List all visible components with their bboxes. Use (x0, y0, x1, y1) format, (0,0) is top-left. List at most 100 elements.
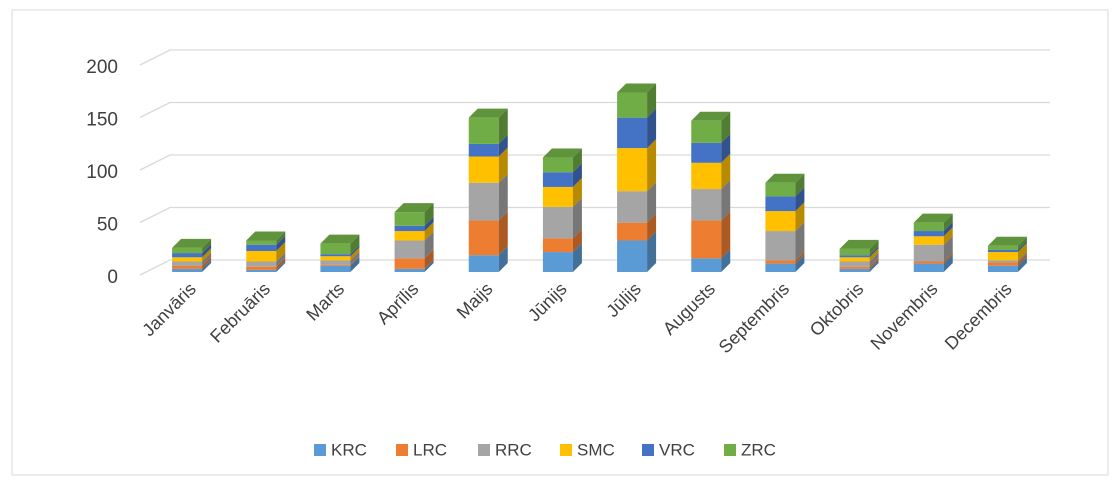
bar-top (691, 111, 731, 121)
bar-side (869, 239, 879, 256)
bar-side (721, 133, 731, 163)
bar-front (468, 182, 499, 221)
legend-label: RRC (495, 440, 532, 459)
bar-segment (913, 252, 953, 264)
bar-side (943, 227, 953, 245)
bar-side (424, 231, 434, 259)
bar-front (765, 231, 796, 261)
bar-segment (320, 245, 360, 257)
bar-side (276, 231, 286, 245)
bar-segment (172, 238, 212, 254)
bar-segment (839, 246, 879, 258)
bar-segment (765, 173, 805, 197)
bar-side (202, 244, 212, 258)
bar-front (987, 252, 1018, 261)
bar-segment (468, 108, 508, 144)
bar-top (172, 238, 212, 248)
bar-side (869, 257, 879, 269)
bar-front (542, 186, 573, 207)
legend-swatch (724, 444, 736, 456)
bar-front (394, 212, 425, 226)
bar-segment (468, 134, 508, 157)
bar-side (721, 249, 731, 272)
bar-side (572, 243, 582, 272)
bar-segment (617, 182, 657, 223)
bar-front (839, 261, 870, 267)
bar-segment (691, 249, 731, 272)
bar-side (350, 255, 360, 266)
bar-segment (617, 139, 657, 192)
bar-front (765, 260, 796, 264)
bar-front (913, 244, 944, 262)
bar-side (943, 252, 953, 264)
bar-front (246, 261, 277, 267)
bar-front (172, 261, 203, 266)
bar-side (1017, 243, 1027, 261)
bar-segment (691, 180, 731, 221)
bar-segment (542, 163, 582, 187)
bar-segment (246, 257, 286, 270)
bar-segment (246, 231, 286, 245)
bar-side (572, 148, 582, 173)
bar-side (1017, 251, 1027, 263)
bar-side (202, 238, 212, 254)
bar-segment (765, 202, 805, 232)
bar-front (839, 248, 870, 256)
bar-segment (913, 227, 953, 245)
bar-front (617, 240, 648, 272)
bar-segment (320, 251, 360, 265)
bar-side (424, 203, 434, 226)
bar-segment (691, 153, 731, 190)
bar-top (765, 173, 805, 183)
bar-front (468, 255, 499, 272)
bar-segment (987, 240, 1027, 253)
bar-top (542, 148, 582, 158)
bar-front (765, 196, 796, 212)
bar-side (721, 211, 731, 259)
legend-label: ZRC (741, 440, 776, 459)
bar-front (987, 262, 1018, 266)
bar-segment (468, 246, 508, 272)
bar-side (350, 245, 360, 257)
bar-segment (394, 259, 434, 272)
bar-front (839, 268, 870, 272)
bar-front (765, 211, 796, 232)
bar-side (647, 182, 657, 223)
bar-front (987, 249, 1018, 253)
bar-segment (987, 253, 1027, 266)
bar-side (350, 251, 360, 265)
bar-front (172, 257, 203, 262)
bar-front (468, 156, 499, 183)
bar-segment (987, 256, 1027, 272)
bar-top (913, 213, 953, 223)
bar-segment (765, 251, 805, 264)
bar-segment (617, 231, 657, 272)
bar-segment (394, 231, 434, 259)
legend-swatch (314, 444, 326, 456)
bar-segment (172, 256, 212, 269)
bar-side (647, 108, 657, 149)
bar-front (320, 264, 351, 266)
bar-segment (320, 255, 360, 266)
bar-front (987, 260, 1018, 263)
y-tick-label: 150 (86, 110, 118, 131)
bar-segment (691, 211, 731, 259)
bar-front (542, 157, 573, 173)
bar-front (394, 268, 425, 272)
bar-segment (542, 148, 582, 173)
legend-label: SMC (577, 440, 615, 459)
y-tick-label: 0 (107, 267, 118, 288)
bar-front (394, 240, 425, 259)
bar-segment (987, 243, 1027, 261)
legend-label: VRC (659, 440, 695, 459)
bar-front (542, 172, 573, 187)
bar-segment (839, 248, 879, 262)
bar-front (617, 191, 648, 223)
bar-side (424, 259, 434, 272)
bar-front (913, 236, 944, 245)
bar-side (276, 242, 286, 262)
bar-front (246, 269, 277, 272)
bar-front (394, 225, 425, 232)
bar-front (987, 265, 1018, 272)
